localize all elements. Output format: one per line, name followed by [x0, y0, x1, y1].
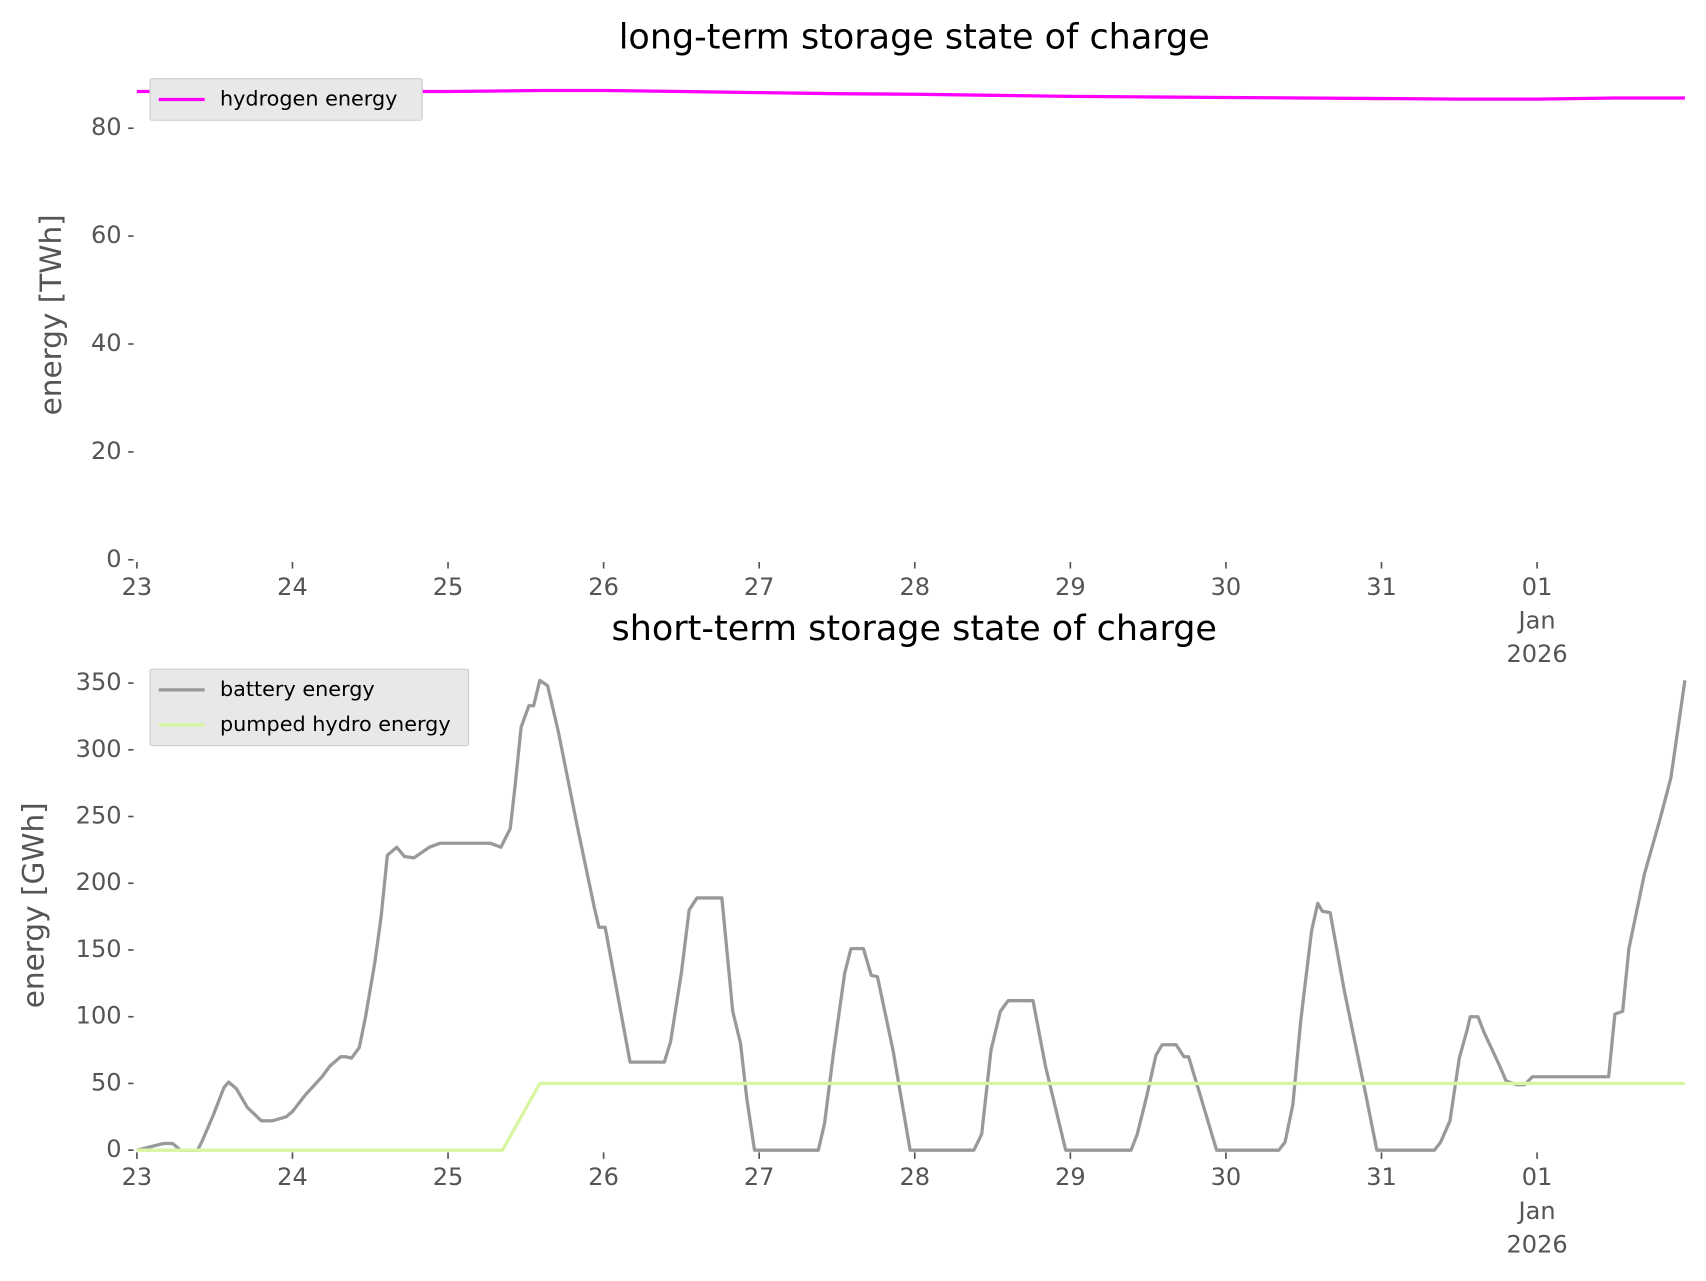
x-tick-label: 29 [1055, 1163, 1086, 1191]
y-axis-label: energy [GWh] [17, 802, 51, 1008]
x-tick-label: 24 [277, 573, 308, 601]
x-tick-label: 01 Jan 2026 [1506, 1163, 1567, 1258]
x-tick-label: 27 [744, 573, 775, 601]
y-tick-label: 50 [91, 1068, 122, 1096]
y-tick-label: 250 [76, 802, 122, 830]
legend-box [149, 668, 470, 747]
x-tick-label: 30 [1211, 1163, 1242, 1191]
y-tick-label: 0 [106, 545, 121, 573]
y-tick-label: 300 [76, 735, 122, 763]
x-tick-label: 01 Jan 2026 [1506, 573, 1567, 668]
x-tick-label: 30 [1211, 573, 1242, 601]
line [136, 1081, 1685, 1152]
x-tick-label: 28 [899, 1163, 930, 1191]
chart-title: long-term storage state of charge [619, 17, 1210, 57]
x-tick-label: 25 [433, 1163, 464, 1191]
y-axis-label: energy [TWh] [34, 214, 68, 415]
legend-box [149, 78, 423, 121]
x-tick-label: 31 [1366, 573, 1397, 601]
x-tick-label: 25 [433, 573, 464, 601]
y-tick-label: 150 [76, 935, 122, 963]
legend-label: pumped hydro energy [220, 712, 451, 736]
x-tick-label: 26 [588, 573, 619, 601]
y-tick-label: 200 [76, 868, 122, 896]
y-tick-label: 350 [76, 668, 122, 696]
line [136, 678, 1687, 1152]
x-tick-label: 24 [277, 1163, 308, 1191]
legend-label: hydrogen energy [220, 86, 397, 110]
x-tick-label: 29 [1055, 573, 1086, 601]
y-tick-label: 60 [91, 221, 122, 249]
y-tick-label: 20 [91, 437, 122, 465]
y-tick-label: 100 [76, 1002, 122, 1030]
x-tick-label: 26 [588, 1163, 619, 1191]
y-tick-label: 40 [91, 329, 122, 357]
x-tick-label: 23 [122, 573, 153, 601]
x-tick-label: 27 [744, 1163, 775, 1191]
legend-label: battery energy [220, 677, 375, 701]
y-tick-label: 0 [106, 1135, 121, 1163]
x-tick-label: 28 [899, 573, 930, 601]
line [136, 88, 1685, 101]
y-tick-label: 80 [91, 113, 122, 141]
x-tick-label: 31 [1366, 1163, 1397, 1191]
chart-title: short-term storage state of charge [612, 609, 1217, 649]
x-tick-label: 23 [122, 1163, 153, 1191]
